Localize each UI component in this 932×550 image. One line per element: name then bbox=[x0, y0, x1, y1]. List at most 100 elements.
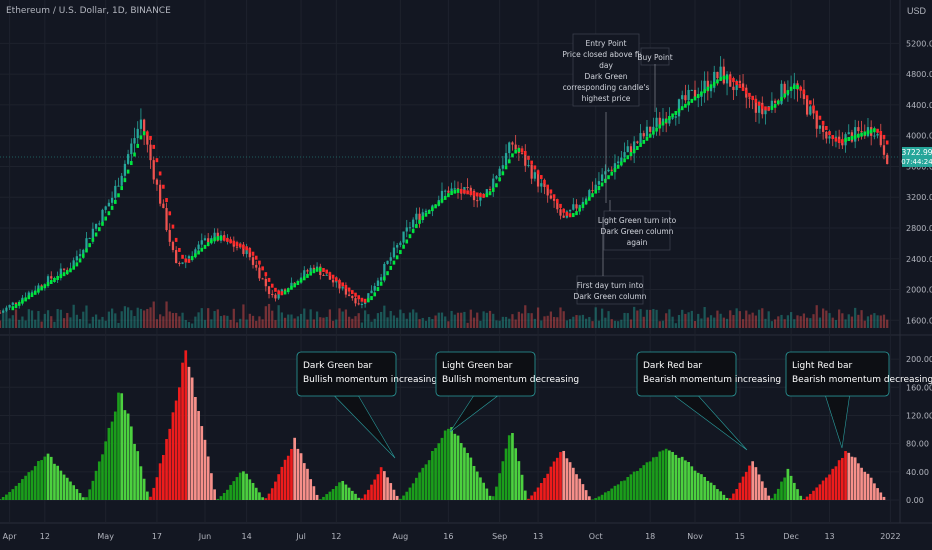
osc-bar bbox=[37, 461, 40, 500]
trend-dot bbox=[793, 84, 796, 89]
time-tick-label: 13 bbox=[824, 532, 834, 541]
osc-tick-label: 0.00 bbox=[906, 496, 924, 505]
volume-bar bbox=[488, 310, 492, 328]
callout-title: Light Green bar bbox=[442, 361, 513, 371]
candle-body bbox=[117, 185, 120, 187]
candle-body bbox=[556, 200, 559, 210]
candle-body bbox=[194, 249, 197, 257]
osc-bar bbox=[382, 471, 386, 500]
trend-dot bbox=[853, 134, 857, 139]
trend-dot bbox=[639, 142, 642, 147]
volume-bar bbox=[184, 319, 187, 328]
osc-bar bbox=[46, 453, 50, 500]
osc-bar bbox=[411, 483, 415, 500]
trend-dot bbox=[85, 248, 88, 253]
candle-body bbox=[88, 237, 91, 239]
first-day-turn-note: First day turn into Dark Green column bbox=[574, 275, 647, 305]
volume-bar bbox=[110, 308, 114, 328]
volume-bar bbox=[556, 317, 559, 328]
trend-dot bbox=[882, 134, 886, 139]
osc-bar bbox=[81, 497, 85, 500]
osc-bar bbox=[363, 494, 367, 500]
volume-bar bbox=[338, 308, 341, 328]
volume-bar bbox=[213, 311, 216, 328]
osc-bar bbox=[504, 448, 508, 500]
osc-bar bbox=[491, 496, 495, 500]
trend-dot bbox=[222, 236, 226, 241]
osc-bar bbox=[658, 451, 662, 500]
trend-dot bbox=[549, 189, 553, 194]
volume-bar bbox=[623, 312, 626, 328]
volume-bar bbox=[219, 316, 223, 328]
osc-bar bbox=[306, 468, 309, 500]
time-tick-label: 12 bbox=[40, 532, 50, 541]
osc-bar bbox=[386, 477, 389, 500]
volume-bar bbox=[802, 313, 806, 328]
trend-dot bbox=[421, 216, 425, 221]
volume-bar bbox=[210, 319, 213, 328]
osc-bar bbox=[101, 454, 104, 500]
candle-body bbox=[709, 87, 713, 92]
volume-bar bbox=[745, 310, 748, 328]
currency-selector[interactable]: USD bbox=[906, 6, 926, 16]
osc-bar bbox=[24, 475, 27, 500]
time-tick-label: Sep bbox=[492, 532, 507, 541]
trend-dot bbox=[831, 135, 835, 140]
candle-body bbox=[133, 138, 136, 144]
candle-body bbox=[815, 113, 818, 129]
trend-dot bbox=[879, 131, 883, 136]
osc-bar bbox=[873, 483, 876, 500]
volume-bar bbox=[767, 311, 770, 328]
trend-dot bbox=[155, 158, 159, 163]
trend-dot bbox=[693, 96, 697, 101]
trend-dot bbox=[370, 296, 373, 301]
trend-dot bbox=[261, 266, 264, 271]
candle-body bbox=[283, 289, 287, 292]
candle-body bbox=[450, 188, 453, 193]
candle-body bbox=[62, 268, 66, 270]
volume-bar bbox=[709, 315, 713, 328]
trend-dot bbox=[482, 193, 485, 198]
trend-dot bbox=[69, 268, 72, 273]
candle-body bbox=[693, 89, 697, 99]
osc-bar bbox=[565, 458, 569, 500]
candle-body bbox=[690, 89, 693, 91]
trend-dot bbox=[498, 177, 501, 182]
volume-bar bbox=[152, 301, 155, 328]
trend-dot bbox=[716, 79, 719, 84]
volume-bar bbox=[741, 319, 745, 328]
trend-dot bbox=[581, 203, 585, 208]
candle-body bbox=[242, 244, 245, 255]
volume-bar bbox=[681, 309, 684, 328]
candle-body bbox=[120, 175, 123, 186]
volume-bar bbox=[351, 318, 354, 328]
osc-bar bbox=[463, 447, 466, 500]
osc-bar bbox=[155, 477, 159, 500]
osc-bar bbox=[808, 493, 812, 500]
osc-bar bbox=[754, 467, 758, 500]
trend-dot bbox=[107, 211, 111, 216]
trend-dot bbox=[607, 175, 610, 180]
osc-bar bbox=[853, 457, 857, 500]
osc-bar bbox=[671, 451, 674, 500]
candle-body bbox=[328, 274, 332, 280]
trend-dot bbox=[114, 199, 117, 204]
osc-bar bbox=[562, 450, 566, 500]
osc-bar bbox=[123, 410, 127, 500]
oscillator-bars[interactable] bbox=[0, 350, 886, 500]
volume-bar bbox=[572, 316, 575, 328]
volume-bar bbox=[191, 323, 194, 328]
volume-bar bbox=[123, 306, 127, 328]
candle-body bbox=[626, 146, 629, 153]
trend-dot bbox=[668, 116, 671, 121]
osc-bar bbox=[129, 426, 133, 500]
volume-bar bbox=[607, 311, 610, 328]
trend-dot bbox=[415, 224, 418, 229]
osc-bar bbox=[110, 421, 114, 500]
candle-body bbox=[354, 298, 357, 304]
volume-bar bbox=[511, 314, 514, 328]
trend-dot bbox=[600, 182, 604, 187]
osc-bar bbox=[158, 463, 162, 500]
volume-bar bbox=[85, 305, 88, 328]
trend-dot bbox=[126, 169, 130, 174]
